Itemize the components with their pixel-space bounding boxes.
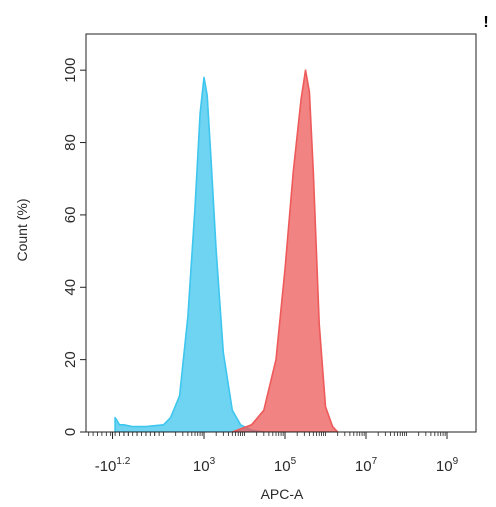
x-axis-title: APC-A [261, 486, 304, 502]
series-layer [114, 69, 339, 432]
y-tick-label: 100 [62, 58, 79, 83]
axis-layer: 0 20 40 60 80 100 -101.2 103 105 107 109 [62, 58, 459, 475]
y-tick-label: 60 [62, 207, 79, 224]
histogram-series-1 [114, 76, 265, 432]
x-tick-label: -101.2 [95, 456, 131, 475]
y-axis-title: Count (%) [14, 198, 30, 261]
x-tick-label: 105 [274, 456, 297, 475]
corner-mark: ! [483, 14, 488, 31]
x-tick-label: 107 [355, 456, 378, 475]
x-tick-label: 109 [436, 456, 459, 475]
y-tick-label: 40 [62, 279, 79, 296]
histogram-series-2 [231, 69, 339, 432]
x-tick-label: 103 [193, 456, 216, 475]
y-tick-label: 0 [62, 428, 79, 436]
y-tick-label: 20 [62, 351, 79, 368]
y-tick-label: 80 [62, 134, 79, 151]
